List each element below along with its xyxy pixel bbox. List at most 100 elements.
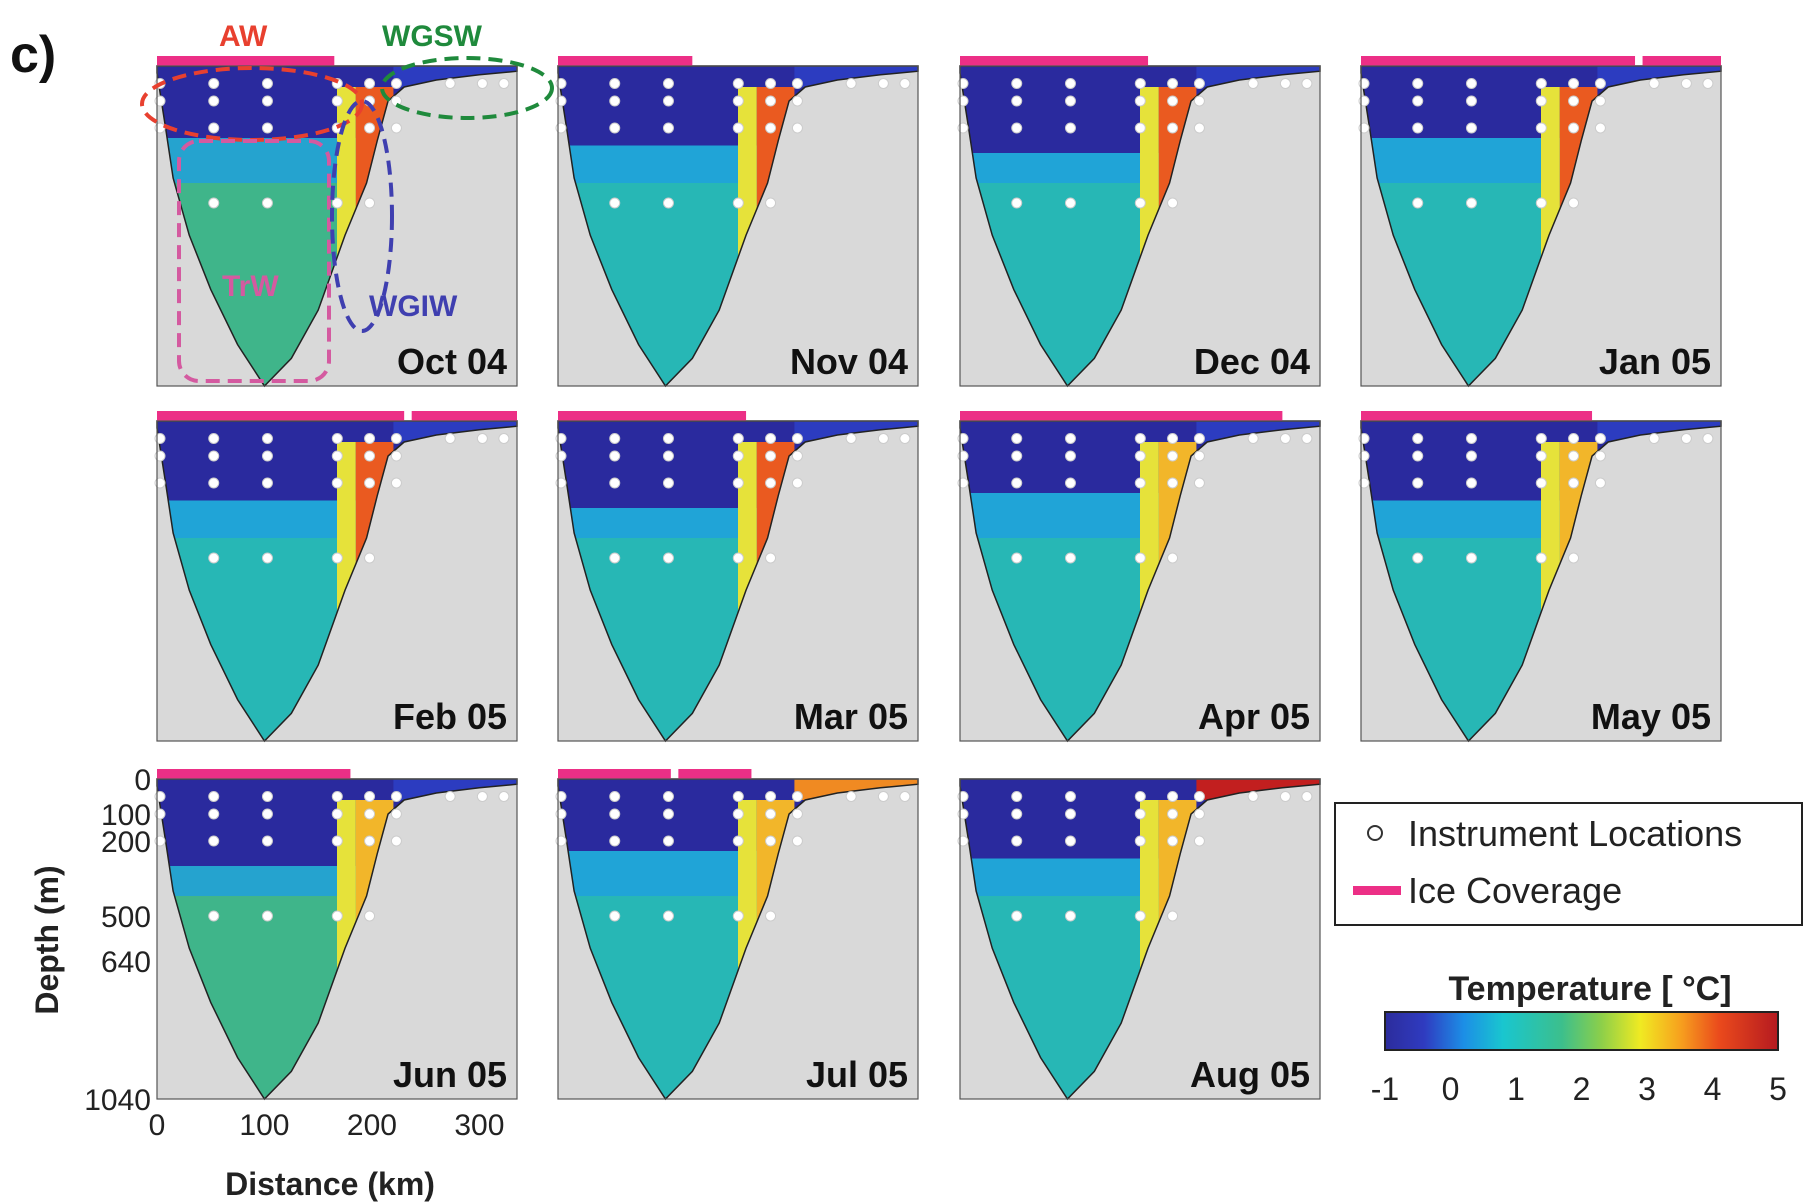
instrument-dot (662, 197, 674, 209)
ice-bar (678, 769, 752, 779)
basin-outline (156, 65, 518, 388)
instrument-dot (1279, 78, 1291, 89)
instrument-dot (331, 477, 343, 489)
instrument-dot (444, 78, 456, 89)
ice-bar (1642, 56, 1721, 66)
colorbar-tick-label: 0 (1442, 1071, 1460, 1107)
panel-month-label: Jun 05 (393, 1054, 507, 1095)
instrument-dot (1680, 78, 1692, 89)
water-mass-label: TrW (222, 270, 279, 303)
instrument-dot (1064, 197, 1076, 209)
instrument-dot (791, 791, 803, 802)
water-mass-label: AW (219, 20, 268, 53)
instrument-dot (1301, 791, 1313, 802)
ice-bar (960, 411, 1283, 421)
instrument-dot (1412, 197, 1424, 209)
instrument-dot (331, 808, 343, 820)
ice-bar (558, 769, 671, 779)
instrument-dot (662, 910, 674, 922)
panel-nov-04: Nov 04 (555, 56, 919, 388)
panel-frame (557, 65, 919, 387)
instrument-dot (261, 450, 273, 462)
y-tick-label: 0 (134, 764, 151, 797)
instrument-dot (476, 78, 488, 89)
panel-jan-05: Jan 05 (1358, 56, 1722, 388)
instrument-dot (1247, 433, 1259, 444)
instrument-dot (765, 835, 777, 847)
instrument-dot (364, 78, 376, 89)
instrument-dot (1465, 450, 1477, 462)
instrument-dot (1412, 122, 1424, 134)
instrument-dot (1648, 78, 1660, 89)
instrument-dot (1193, 122, 1205, 134)
instrument-dot (1064, 122, 1076, 134)
instrument-dot (208, 808, 220, 820)
instrument-dot (732, 78, 744, 89)
instrument-dot (1011, 808, 1023, 820)
instrument-dot (732, 910, 744, 922)
instrument-dot (261, 552, 273, 564)
basin-outline (156, 420, 518, 743)
instrument-dot (1167, 835, 1179, 847)
y-tick-label: 200 (101, 826, 151, 859)
instrument-dot (1167, 197, 1179, 209)
wgiw-outline (330, 99, 394, 333)
instrument-dot (261, 477, 273, 489)
instrument-dot (662, 450, 674, 462)
instrument-dot (609, 450, 621, 462)
instrument-dot (1134, 910, 1146, 922)
instrument-dot (1064, 835, 1076, 847)
instrument-dot (498, 433, 510, 444)
instrument-dot (1680, 433, 1692, 444)
instrument-dot (331, 791, 343, 802)
instrument-dot (1167, 791, 1179, 802)
instrument-dot (390, 433, 402, 444)
instrument-dot (208, 122, 220, 134)
instrument-dot (261, 910, 273, 922)
instrument-dot (1011, 450, 1023, 462)
panels-group: Oct 04 AW WGSW TrW WGIW Nov 04 Dec 04 Jan 05 Feb… (140, 20, 1722, 1101)
instrument-dot (390, 477, 402, 489)
instrument-dot (609, 791, 621, 802)
instrument-dot (1535, 450, 1547, 462)
instrument-dot (609, 477, 621, 489)
instrument-dot (1134, 95, 1146, 107)
instrument-dot (791, 433, 803, 444)
instrument-dot (1594, 122, 1606, 134)
instrument-dot (609, 835, 621, 847)
instrument-dot (609, 552, 621, 564)
panel-month-label: Nov 04 (790, 341, 908, 382)
instrument-dot (1412, 433, 1424, 444)
colorbar-tick-label: -1 (1371, 1071, 1399, 1107)
instrument-dot (1535, 95, 1547, 107)
instrument-dot (1535, 78, 1547, 89)
instrument-dot (1193, 835, 1205, 847)
panel-may-05: May 05 (1358, 411, 1722, 743)
instrument-dot (364, 197, 376, 209)
instrument-dot (364, 552, 376, 564)
instrument-dot (1465, 95, 1477, 107)
instrument-dot (1167, 808, 1179, 820)
colorbar-gradient (1384, 1011, 1779, 1051)
instrument-dot (765, 791, 777, 802)
instrument-dot (1011, 791, 1023, 802)
instrument-dot (609, 808, 621, 820)
panel-month-label: May 05 (1591, 696, 1711, 737)
instrument-dot (208, 78, 220, 89)
instrument-dot (1535, 122, 1547, 134)
water-mass-label: WGIW (369, 290, 458, 323)
ice-bar (1361, 56, 1636, 66)
panel-month-label: Mar 05 (794, 696, 908, 737)
instrument-dot (765, 808, 777, 820)
instrument-dot (1134, 477, 1146, 489)
instrument-dot (1247, 78, 1259, 89)
instrument-dot (261, 433, 273, 444)
instrument-dot (261, 122, 273, 134)
instrument-dot (390, 808, 402, 820)
legend-ice-label: Ice Coverage (1408, 870, 1622, 911)
panel-frame (959, 420, 1321, 742)
colorbar-ticks: -1 0 1 2 3 4 5 (1371, 1071, 1787, 1107)
panel-frame (959, 65, 1321, 387)
instrument-dot (1535, 552, 1547, 564)
instrument-dot (331, 910, 343, 922)
